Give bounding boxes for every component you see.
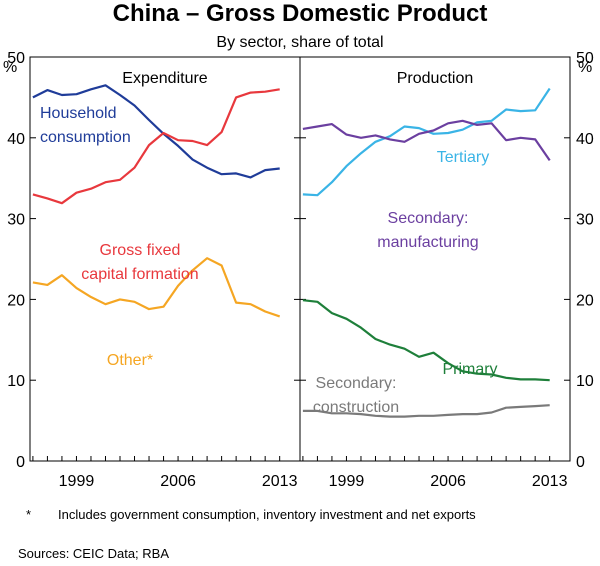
y-tick-label-right: 0 [576,454,585,471]
panel-title-expenditure: Expenditure [122,70,207,87]
series-label-household-consumption: Household [40,105,117,122]
series-label-other: Other* [107,352,153,369]
y-tick-label-left: 30 [7,212,25,229]
chart-title: China – Gross Domestic Product [113,0,488,27]
series-label-primary: Primary [442,361,497,378]
series-line-secondary-manufacturing [302,119,551,162]
x-tick-label: 1999 [329,473,365,490]
series-line-secondary-construction [302,404,550,418]
y-tick-label-right: 20 [576,292,594,309]
series-line-tertiary [302,87,551,197]
chart-subtitle: By sector, share of total [216,34,383,51]
y-unit-left: % [3,59,17,76]
x-tick-label: 2013 [532,473,568,490]
y-tick-label-right: 40 [576,131,594,148]
y-axis-right: 0 10 20 30 40 50 [564,50,594,471]
y-tick-label-right: 10 [576,373,594,390]
series-labels: Household consumption Gross fixed capital f… [40,105,498,416]
y-tick-label-left: 40 [7,131,25,148]
footnote-sources: Sources: CEIC Data; RBA [18,546,169,561]
series-label-secondary-manufacturing: Secondary: [388,210,469,227]
footnote-mark: * [26,507,32,522]
x-tick-label: 2006 [160,473,196,490]
series-label-tertiary: Tertiary [437,149,489,166]
series-line-household-consumption [32,84,280,179]
series-line-other [32,257,281,318]
y-tick-label-left: 50 [7,50,25,67]
series-line-primary [302,299,550,382]
series-label-gross-fixed-capital-formation: capital formation [81,266,198,283]
x-tick-label: 2006 [430,473,466,490]
series-label-secondary-construction: Secondary: [316,375,397,392]
series-line-gross-fixed-capital-formation [32,88,280,205]
x-axis: 1999 2006 2013 1999 2006 2013 [32,456,568,490]
x-tick-label: 2013 [262,473,298,490]
y-unit-right: % [578,59,592,76]
series-label-secondary-construction: construction [313,399,399,416]
series-label-gross-fixed-capital-formation: Gross fixed [100,242,181,259]
series-lines [32,84,551,418]
y-tick-label-left: 20 [7,292,25,309]
series-label-household-consumption: consumption [40,129,131,146]
series-label-secondary-manufacturing: manufacturing [377,234,478,251]
footnote-text: Includes government consumption, invento… [58,507,476,522]
y-tick-label-right: 30 [576,212,594,229]
y-tick-label-left: 0 [16,454,25,471]
y-axis-left: 0 10 20 30 40 50 [7,50,306,471]
y-tick-label-right: 50 [576,50,594,67]
x-tick-label: 1999 [59,473,95,490]
panel-title-production: Production [397,70,474,87]
chart: China – Gross Domestic Product By sector… [3,0,594,490]
y-tick-label-left: 10 [7,373,25,390]
